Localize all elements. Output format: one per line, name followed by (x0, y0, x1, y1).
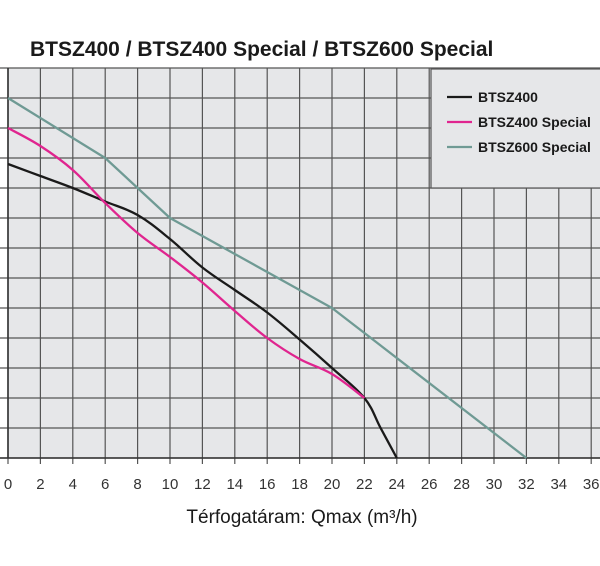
x-tick-label: 32 (518, 476, 535, 493)
grid (0, 67, 600, 464)
x-tick-label: 28 (453, 476, 470, 493)
x-tick-label: 14 (226, 476, 243, 493)
x-tick-label: 10 (162, 476, 179, 493)
series-group (7, 97, 528, 459)
x-tick-label: 4 (69, 476, 77, 493)
x-ticks: 0 2 4 6 8 10 12 14 16 18 20 22 24 26 28 30 32 34 36 (4, 476, 600, 493)
chart-title: BTSZ400 / BTSZ400 Special / BTSZ600 Spec… (30, 38, 493, 61)
x-tick-label: 36 (583, 476, 600, 493)
x-tick-label: 6 (101, 476, 109, 493)
legend-label: BTSZ600 Special (478, 139, 591, 155)
series-line-btsz400-special (7, 126, 366, 399)
x-tick-label: 0 (4, 476, 12, 493)
x-tick-label: 30 (486, 476, 503, 493)
x-tick-label: 20 (324, 476, 341, 493)
x-tick-label: 34 (550, 476, 567, 493)
legend-box (430, 68, 600, 189)
legend-label: BTSZ400 Special (478, 114, 591, 130)
series-line-btsz600-special (7, 97, 528, 459)
x-axis-label: Térfogatáram: Qmax (m³/h) (186, 507, 417, 528)
x-tick-label: 24 (388, 476, 405, 493)
legend-label: BTSZ400 (478, 89, 538, 105)
legend: BTSZ400 BTSZ400 Special BTSZ600 Special (430, 68, 600, 189)
x-tick-label: 8 (133, 476, 141, 493)
x-tick-label: 22 (356, 476, 373, 493)
x-tick-label: 2 (36, 476, 44, 493)
x-tick-label: 12 (194, 476, 211, 493)
x-tick-label: 26 (421, 476, 438, 493)
x-tick-label: 16 (259, 476, 276, 493)
x-tick-label: 18 (291, 476, 308, 493)
